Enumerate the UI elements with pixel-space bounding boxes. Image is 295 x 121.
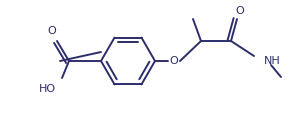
Text: O: O (236, 6, 244, 16)
Text: O: O (47, 26, 56, 36)
Text: O: O (170, 56, 178, 66)
Text: HO: HO (38, 84, 55, 94)
Text: NH: NH (264, 56, 281, 66)
